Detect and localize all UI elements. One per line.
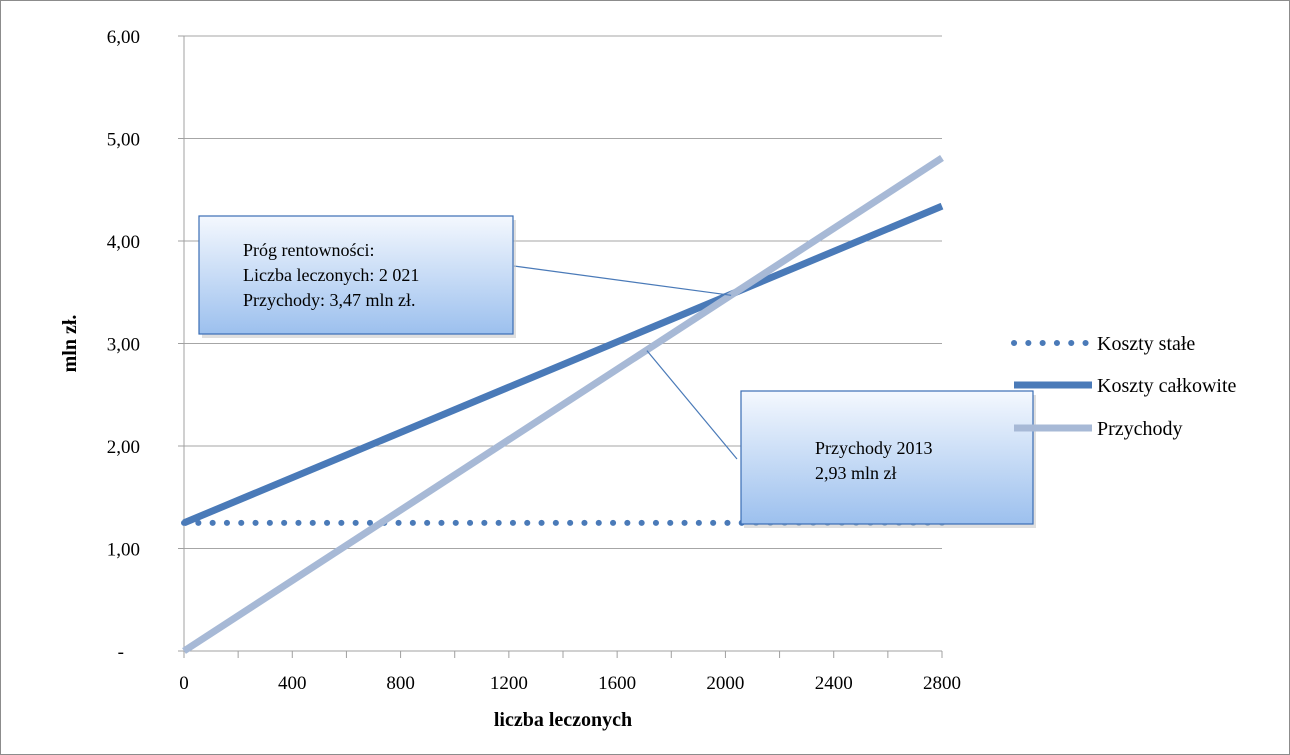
y-tick-label: 3,00 [107, 335, 140, 356]
legend: Koszty stałe Koszty całkowite Przychody [1011, 333, 1237, 440]
axes [178, 35, 943, 658]
x-tick-label: 2400 [815, 673, 853, 694]
callout-leader-0 [513, 265, 732, 296]
y-tick-label: 5,00 [107, 130, 140, 151]
callout-leader-1 [646, 350, 738, 460]
series-line-1 [182, 202, 944, 527]
y-tick-label: - [118, 642, 124, 663]
y-tick-label: 2,00 [107, 437, 140, 458]
x-tick-label: 2000 [706, 673, 744, 694]
x-tick-label: 2800 [923, 673, 961, 694]
labels: - 1,00 2,00 3,00 4,00 5,00 6,00 0 400 800 1200 1600… [59, 27, 961, 731]
callout-text-line: Próg rentowności: [243, 240, 374, 260]
x-tick-label: 1200 [490, 673, 528, 694]
y-tick-label: 1,00 [107, 540, 140, 561]
x-tick-label: 0 [179, 673, 189, 694]
x-tick-label: 400 [278, 673, 307, 694]
y-tick-label: 4,00 [107, 232, 140, 253]
callout-text-line: Przychody 2013 [815, 438, 932, 458]
legend-label-2: Przychody [1097, 418, 1183, 440]
y-tick-label: 6,00 [107, 27, 140, 48]
callout-text-line: Przychody: 3,47 mln zł. [243, 290, 415, 310]
x-tick-label: 1600 [598, 673, 636, 694]
legend-label-0: Koszty stałe [1097, 333, 1195, 355]
series-line-2 [182, 155, 944, 654]
legend-label-1: Koszty całkowite [1097, 375, 1237, 397]
x-tick-label: 800 [386, 673, 415, 694]
callouts: Próg rentowności: Liczba leczonych: 2 021… [198, 215, 1036, 528]
callout-text-line: 2,93 mln zł [815, 463, 897, 483]
callout-box-1 [740, 390, 1034, 525]
callout-box-0 [198, 215, 514, 335]
x-axis-title: liczba leczonych [494, 709, 632, 731]
y-axis-title: mln zł. [59, 315, 81, 373]
callout-text-line: Liczba leczonych: 2 021 [243, 265, 419, 285]
